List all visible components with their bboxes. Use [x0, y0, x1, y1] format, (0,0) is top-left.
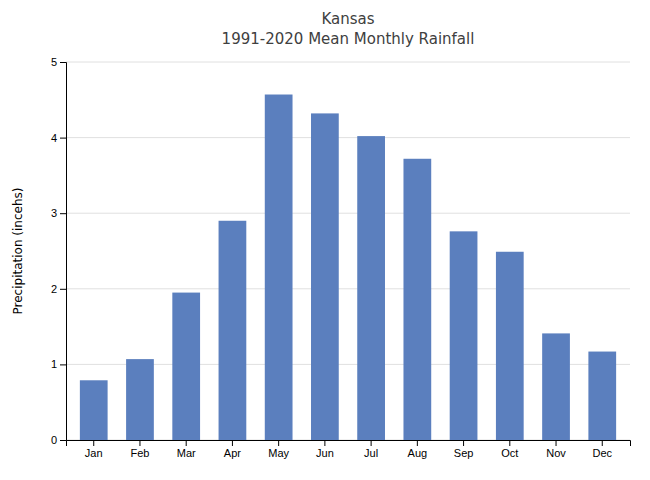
y-axis-title: Precipitation (incehs) [11, 188, 25, 315]
tick-label: 0 [51, 434, 57, 446]
tick-mark [60, 62, 66, 63]
tick-mark [509, 440, 510, 446]
tick-label: 1 [51, 358, 57, 370]
tick-mark [371, 440, 372, 446]
bar [496, 252, 524, 440]
bar [403, 159, 431, 440]
tick-label: Jun [316, 447, 334, 459]
y-axis: 0 1 2 3 4 5 [51, 56, 67, 446]
axis-line [60, 63, 67, 441]
tick-label: May [268, 447, 289, 459]
bar [311, 113, 339, 440]
tick-label: Sep [454, 447, 474, 459]
tick-mark [324, 440, 325, 446]
tick: 5 [51, 56, 66, 68]
tick: Nov [546, 440, 566, 459]
tick-mark [139, 440, 140, 446]
tick-label: 4 [51, 132, 57, 144]
tick: Jun [316, 440, 334, 459]
tick: 4 [51, 132, 66, 144]
tick-mark [60, 213, 66, 214]
bar [357, 136, 385, 440]
tick: Jan [85, 440, 103, 459]
tick: May [268, 440, 289, 459]
tick: 2 [51, 283, 66, 295]
tick-label: Jan [85, 447, 103, 459]
tick-mark [60, 289, 66, 290]
tick-label: Nov [546, 447, 566, 459]
tick: Oct [501, 440, 518, 459]
bar [265, 95, 293, 440]
tick-label: Jul [364, 447, 378, 459]
tick: Mar [177, 440, 196, 459]
bar [172, 293, 200, 440]
tick-mark [417, 440, 418, 446]
tick-mark [602, 440, 603, 446]
tick-mark [60, 364, 66, 365]
grid-line [66, 62, 630, 63]
tick-label: Mar [177, 447, 196, 459]
tick-label: 2 [51, 283, 57, 295]
tick-label: Feb [130, 447, 149, 459]
tick-label: 5 [51, 56, 57, 68]
tick-mark [186, 440, 187, 446]
tick: Aug [408, 440, 428, 459]
bar [126, 359, 154, 440]
tick-label: Oct [501, 447, 518, 459]
bar [542, 333, 570, 440]
tick-mark [93, 440, 94, 446]
bar [219, 221, 247, 440]
grid-line [66, 137, 630, 138]
bar [450, 231, 478, 440]
tick-label: Dec [592, 447, 612, 459]
tick: Dec [592, 440, 612, 459]
grid-line [66, 213, 630, 214]
tick-mark [60, 138, 66, 139]
bar [588, 352, 616, 440]
grid [66, 62, 630, 440]
x-axis: Jan Feb Mar Apr May Jun Jul Aug Sep Oct Nov Dec [67, 440, 631, 459]
subtitle: 1991-2020 Mean Monthly Rainfall [222, 30, 475, 48]
tick: Sep [454, 440, 474, 459]
axis-line [67, 441, 631, 447]
plot: Jan Feb Mar Apr May Jun Jul Aug Sep Oct Nov Dec 0 1 2 3… [51, 56, 631, 459]
tick: 0 [51, 434, 66, 446]
grid-line [66, 288, 630, 289]
bar [80, 380, 108, 440]
tick: Feb [130, 440, 149, 459]
tick-mark [60, 440, 66, 441]
title: Kansas [321, 10, 374, 28]
tick-mark [556, 440, 557, 446]
tick-label: 3 [51, 207, 57, 219]
bars [80, 95, 616, 440]
tick-mark [232, 440, 233, 446]
tick: 3 [51, 207, 66, 219]
tick: Apr [224, 440, 241, 459]
tick: Jul [364, 440, 378, 459]
tick: 1 [51, 358, 66, 370]
tick-label: Aug [408, 447, 428, 459]
tick-label: Apr [224, 447, 241, 459]
tick-mark [278, 440, 279, 446]
chart: Jan Feb Mar Apr May Jun Jul Aug Sep Oct Nov Dec 0 1 2 3… [0, 0, 650, 480]
tick-mark [463, 440, 464, 446]
